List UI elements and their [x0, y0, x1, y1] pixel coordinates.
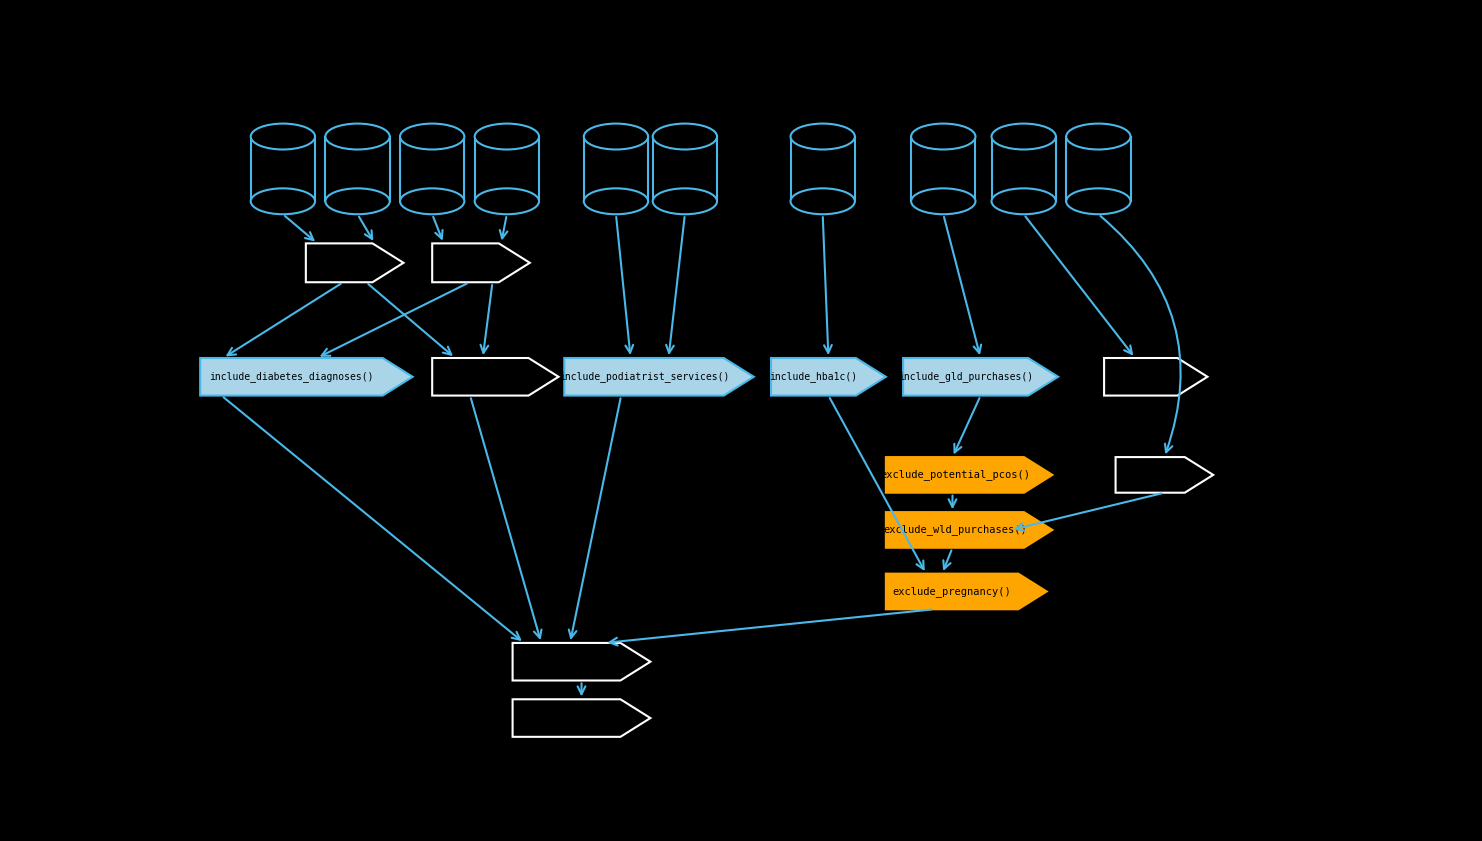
Text: include_podiatrist_services(): include_podiatrist_services()	[559, 372, 729, 383]
Ellipse shape	[790, 188, 855, 214]
Polygon shape	[513, 643, 651, 680]
Polygon shape	[1104, 358, 1208, 395]
Polygon shape	[513, 699, 651, 737]
Ellipse shape	[326, 188, 390, 214]
Ellipse shape	[652, 188, 717, 214]
Bar	[790, 136, 855, 201]
Polygon shape	[886, 574, 1046, 609]
Ellipse shape	[400, 188, 464, 214]
Ellipse shape	[584, 124, 648, 150]
Ellipse shape	[652, 124, 717, 150]
Bar	[911, 136, 975, 201]
Bar	[991, 136, 1055, 201]
Ellipse shape	[250, 124, 316, 150]
Polygon shape	[433, 243, 531, 283]
Polygon shape	[903, 358, 1058, 395]
Bar	[250, 136, 316, 201]
Bar	[400, 136, 464, 201]
Polygon shape	[1116, 458, 1214, 493]
Ellipse shape	[991, 124, 1055, 150]
Text: include_diabetes_diagnoses(): include_diabetes_diagnoses()	[209, 372, 373, 383]
Ellipse shape	[250, 188, 316, 214]
Ellipse shape	[584, 188, 648, 214]
Text: include_hba1c(): include_hba1c()	[769, 372, 858, 383]
Polygon shape	[305, 243, 403, 283]
Polygon shape	[200, 358, 412, 395]
Text: include_gld_purchases(): include_gld_purchases()	[898, 372, 1033, 383]
Ellipse shape	[991, 188, 1055, 214]
Ellipse shape	[400, 124, 464, 150]
Bar	[326, 136, 390, 201]
Ellipse shape	[911, 188, 975, 214]
Polygon shape	[886, 458, 1052, 493]
Ellipse shape	[1066, 188, 1131, 214]
Bar	[584, 136, 648, 201]
Polygon shape	[565, 358, 754, 395]
Polygon shape	[433, 358, 559, 395]
Ellipse shape	[911, 124, 975, 150]
Text: exclude_pregnancy(): exclude_pregnancy()	[892, 586, 1011, 597]
Bar	[474, 136, 539, 201]
Polygon shape	[771, 358, 886, 395]
Ellipse shape	[474, 124, 539, 150]
Text: exclude_potential_pcos(): exclude_potential_pcos()	[880, 469, 1030, 480]
Polygon shape	[886, 512, 1052, 547]
Bar	[652, 136, 717, 201]
Ellipse shape	[1066, 124, 1131, 150]
Ellipse shape	[326, 124, 390, 150]
Ellipse shape	[790, 124, 855, 150]
Bar	[1066, 136, 1131, 201]
Text: exclude_wld_purchases(): exclude_wld_purchases()	[883, 525, 1027, 536]
Ellipse shape	[474, 188, 539, 214]
